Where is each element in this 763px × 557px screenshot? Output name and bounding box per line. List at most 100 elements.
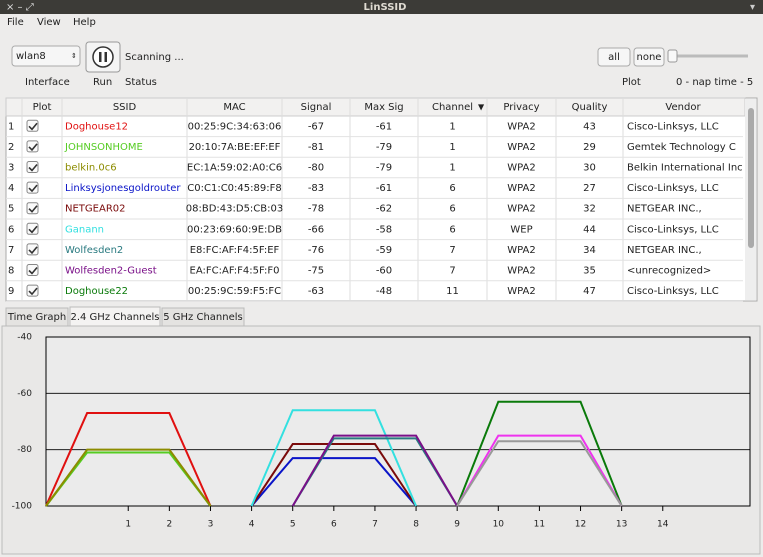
plot-checkbox[interactable] <box>26 222 39 235</box>
none-button[interactable] <box>633 47 665 67</box>
plot-checkbox[interactable] <box>26 202 39 215</box>
table-cell: 43 <box>583 121 596 132</box>
table-cell: WPA2 <box>507 245 535 256</box>
pause-icon <box>92 46 114 68</box>
table-cell: 11 <box>446 286 459 297</box>
vendor-cell: NETGEAR INC., <box>627 245 702 256</box>
row-number: 2 <box>8 142 14 153</box>
y-tick-label: -80 <box>17 445 32 455</box>
plot-checkbox[interactable] <box>26 181 39 194</box>
table-cell: WEP <box>510 224 532 235</box>
channel-trace <box>250 409 417 507</box>
button-label: none <box>637 52 662 63</box>
window-title: LinSSID <box>364 2 407 13</box>
channel-trace <box>45 412 212 507</box>
row-number: 1 <box>8 121 14 132</box>
table-cell: 27 <box>583 183 596 194</box>
ssid-cell: JOHNSONHOME <box>64 142 143 153</box>
button-label: all <box>608 52 620 63</box>
all-button[interactable] <box>597 47 631 67</box>
table-cell: -67 <box>308 121 324 132</box>
x-tick-label: 9 <box>454 520 460 530</box>
table-cell: 34 <box>583 245 596 256</box>
x-tick-label: 10 <box>493 520 505 530</box>
window-menu[interactable]: ▾ <box>750 2 755 13</box>
toolbar-label: Interface <box>25 77 70 88</box>
ssid-cell: belkin.0c6 <box>65 163 117 174</box>
x-tick-label: 12 <box>575 520 586 530</box>
vendor-cell: Cisco-Linksys, LLC <box>627 183 719 194</box>
table-cell: 08:BD:43:D5:CB:03 <box>186 204 284 215</box>
table-cell: 7 <box>449 266 455 277</box>
table-cell: -78 <box>308 204 324 215</box>
x-tick-label: 14 <box>657 520 669 530</box>
toolbar-label: 0 - nap time - 5 <box>676 77 753 88</box>
x-tick-label: 2 <box>166 520 172 530</box>
column-header: Plot <box>33 102 52 113</box>
table-cell: -81 <box>308 142 324 153</box>
row-number: 4 <box>8 183 14 194</box>
x-tick-label: 6 <box>331 520 337 530</box>
table-cell: 20:10:7A:BE:EF:EF <box>189 142 281 153</box>
slider-handle[interactable] <box>667 49 678 63</box>
channel-trace <box>456 400 623 507</box>
plot-checkbox[interactable] <box>26 140 39 153</box>
menu-item[interactable]: File <box>7 17 24 28</box>
row-number: 8 <box>8 266 14 277</box>
table-cell: -66 <box>308 224 324 235</box>
column-header: Max Sig <box>364 102 403 113</box>
check-mark <box>28 225 38 234</box>
channel-trace <box>456 440 623 507</box>
y-tick-label: -40 <box>17 333 32 343</box>
check-mark <box>28 184 38 193</box>
plot-checkbox[interactable] <box>26 119 39 132</box>
sort-indicator: ▼ <box>478 103 485 112</box>
close-button[interactable]: × – ⤢ <box>6 2 34 13</box>
menu-item[interactable]: View <box>37 17 61 28</box>
x-tick-label: 1 <box>125 520 131 530</box>
table-cell: -75 <box>308 266 324 277</box>
ssid-cell: NETGEAR02 <box>65 204 126 215</box>
interface-combo[interactable] <box>11 45 81 67</box>
plot-checkbox[interactable] <box>26 161 39 173</box>
table-cell: 32 <box>583 204 596 215</box>
table-cell: E8:FC:AF:F4:5F:EF <box>190 245 280 256</box>
x-tick-label: 13 <box>616 520 627 530</box>
vendor-cell: Cisco-Linksys, LLC <box>627 121 719 132</box>
ssid-cell: Ganann <box>65 224 104 235</box>
table-cell: C0:C1:C0:45:89:F8 <box>187 183 281 194</box>
check-mark <box>28 163 38 172</box>
check-mark <box>28 287 38 296</box>
column-header: Channel <box>432 102 473 113</box>
check-mark <box>28 143 38 152</box>
table-cell: -60 <box>376 266 392 277</box>
x-tick-label: 7 <box>372 520 378 530</box>
plot-checkbox[interactable] <box>26 284 39 297</box>
column-header: Privacy <box>503 102 539 113</box>
table-cell: -79 <box>376 142 392 153</box>
table-cell: -61 <box>376 183 392 194</box>
channel-trace <box>250 457 417 507</box>
plot-checkbox[interactable] <box>26 264 39 276</box>
table-cell: 6 <box>449 204 455 215</box>
plot-checkbox[interactable] <box>26 243 39 256</box>
vendor-cell: Belkin International Inc <box>627 163 743 174</box>
table-cell: 29 <box>583 142 596 153</box>
column-header: SSID <box>113 102 137 113</box>
table-cell: 30 <box>583 163 596 174</box>
table <box>5 97 758 302</box>
scrollbar-thumb[interactable] <box>748 108 754 248</box>
table-cell: 35 <box>583 266 596 277</box>
table-cell: -76 <box>308 245 324 256</box>
column-header: Vendor <box>665 102 701 113</box>
menu-item[interactable]: Help <box>73 17 96 28</box>
table-cell: 44 <box>583 224 596 235</box>
table-cell: 6 <box>449 224 455 235</box>
channel-trace <box>250 443 417 507</box>
column-header: MAC <box>223 102 245 113</box>
pause-icon <box>99 52 102 62</box>
table-cell: EC:1A:59:02:A0:C6 <box>187 163 282 174</box>
title-bar <box>0 0 763 14</box>
table-cell: -83 <box>308 183 324 194</box>
